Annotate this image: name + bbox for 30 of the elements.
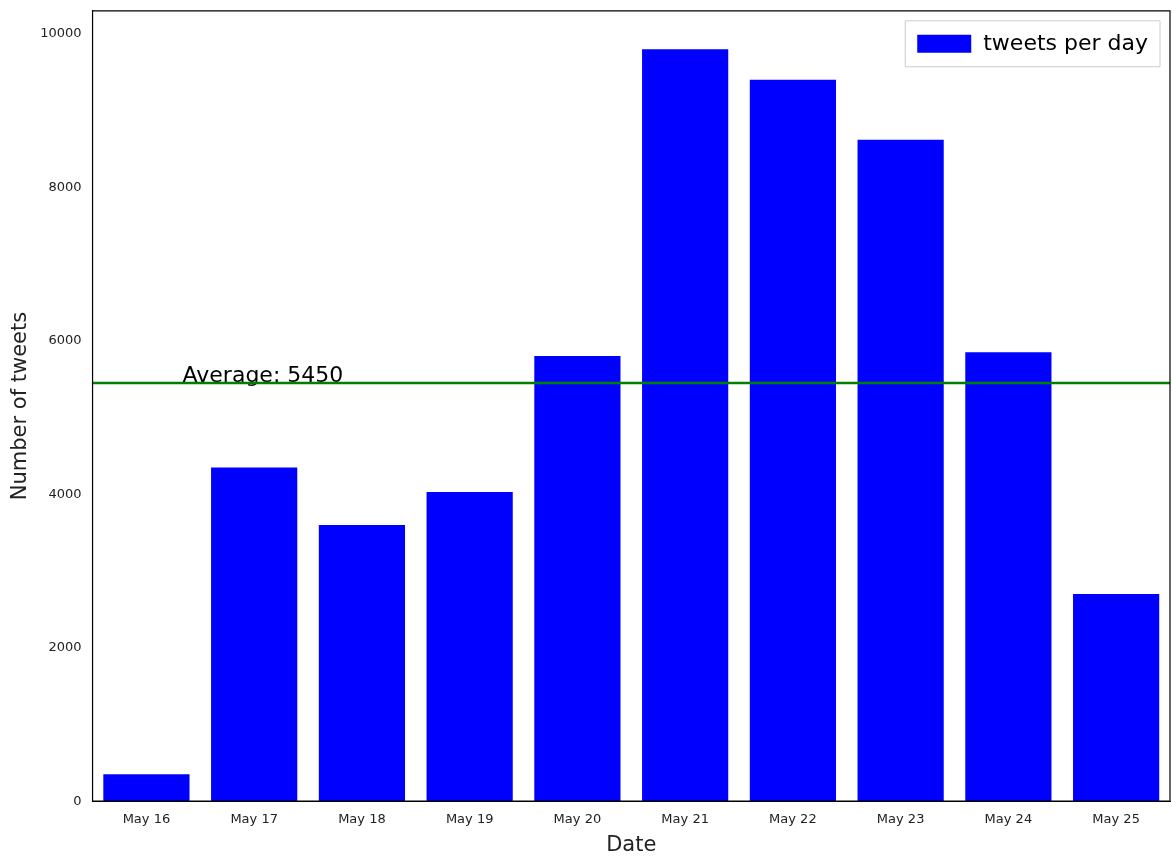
y-tick-label: 8000 — [48, 178, 82, 194]
bar — [965, 352, 1052, 802]
x-tick-label: May 18 — [338, 811, 386, 827]
bar — [103, 774, 190, 802]
bar — [318, 524, 406, 802]
x-tick-label: May 25 — [1092, 811, 1140, 827]
bar — [1073, 594, 1160, 802]
bar — [534, 356, 621, 802]
y-tick-label: 6000 — [48, 332, 82, 348]
bar — [749, 79, 836, 802]
y-tick-label: 4000 — [48, 485, 82, 501]
ref-line-label: Average: 5450 — [182, 361, 344, 387]
y-tick-label: 2000 — [48, 639, 82, 655]
bar — [426, 491, 513, 802]
y-tick-label: 0 — [73, 792, 82, 808]
x-tick-label: May 20 — [553, 811, 602, 827]
bar — [857, 139, 944, 802]
x-tick-label: May 24 — [984, 811, 1033, 827]
x-tick-label: May 19 — [445, 811, 494, 827]
x-tick-label: May 23 — [876, 811, 925, 827]
x-tick-label: May 17 — [230, 811, 278, 827]
y-tick-label: 10000 — [40, 25, 82, 41]
x-tick-label: May 22 — [769, 811, 817, 827]
y-axis-title: Number of tweets — [7, 311, 32, 501]
x-axis-title: Date — [606, 831, 657, 856]
x-tick-label: May 16 — [122, 811, 171, 827]
x-tick-label: May 21 — [661, 811, 709, 827]
legend-label: tweets per day — [983, 29, 1149, 55]
bar — [211, 467, 298, 802]
bar — [642, 49, 729, 802]
